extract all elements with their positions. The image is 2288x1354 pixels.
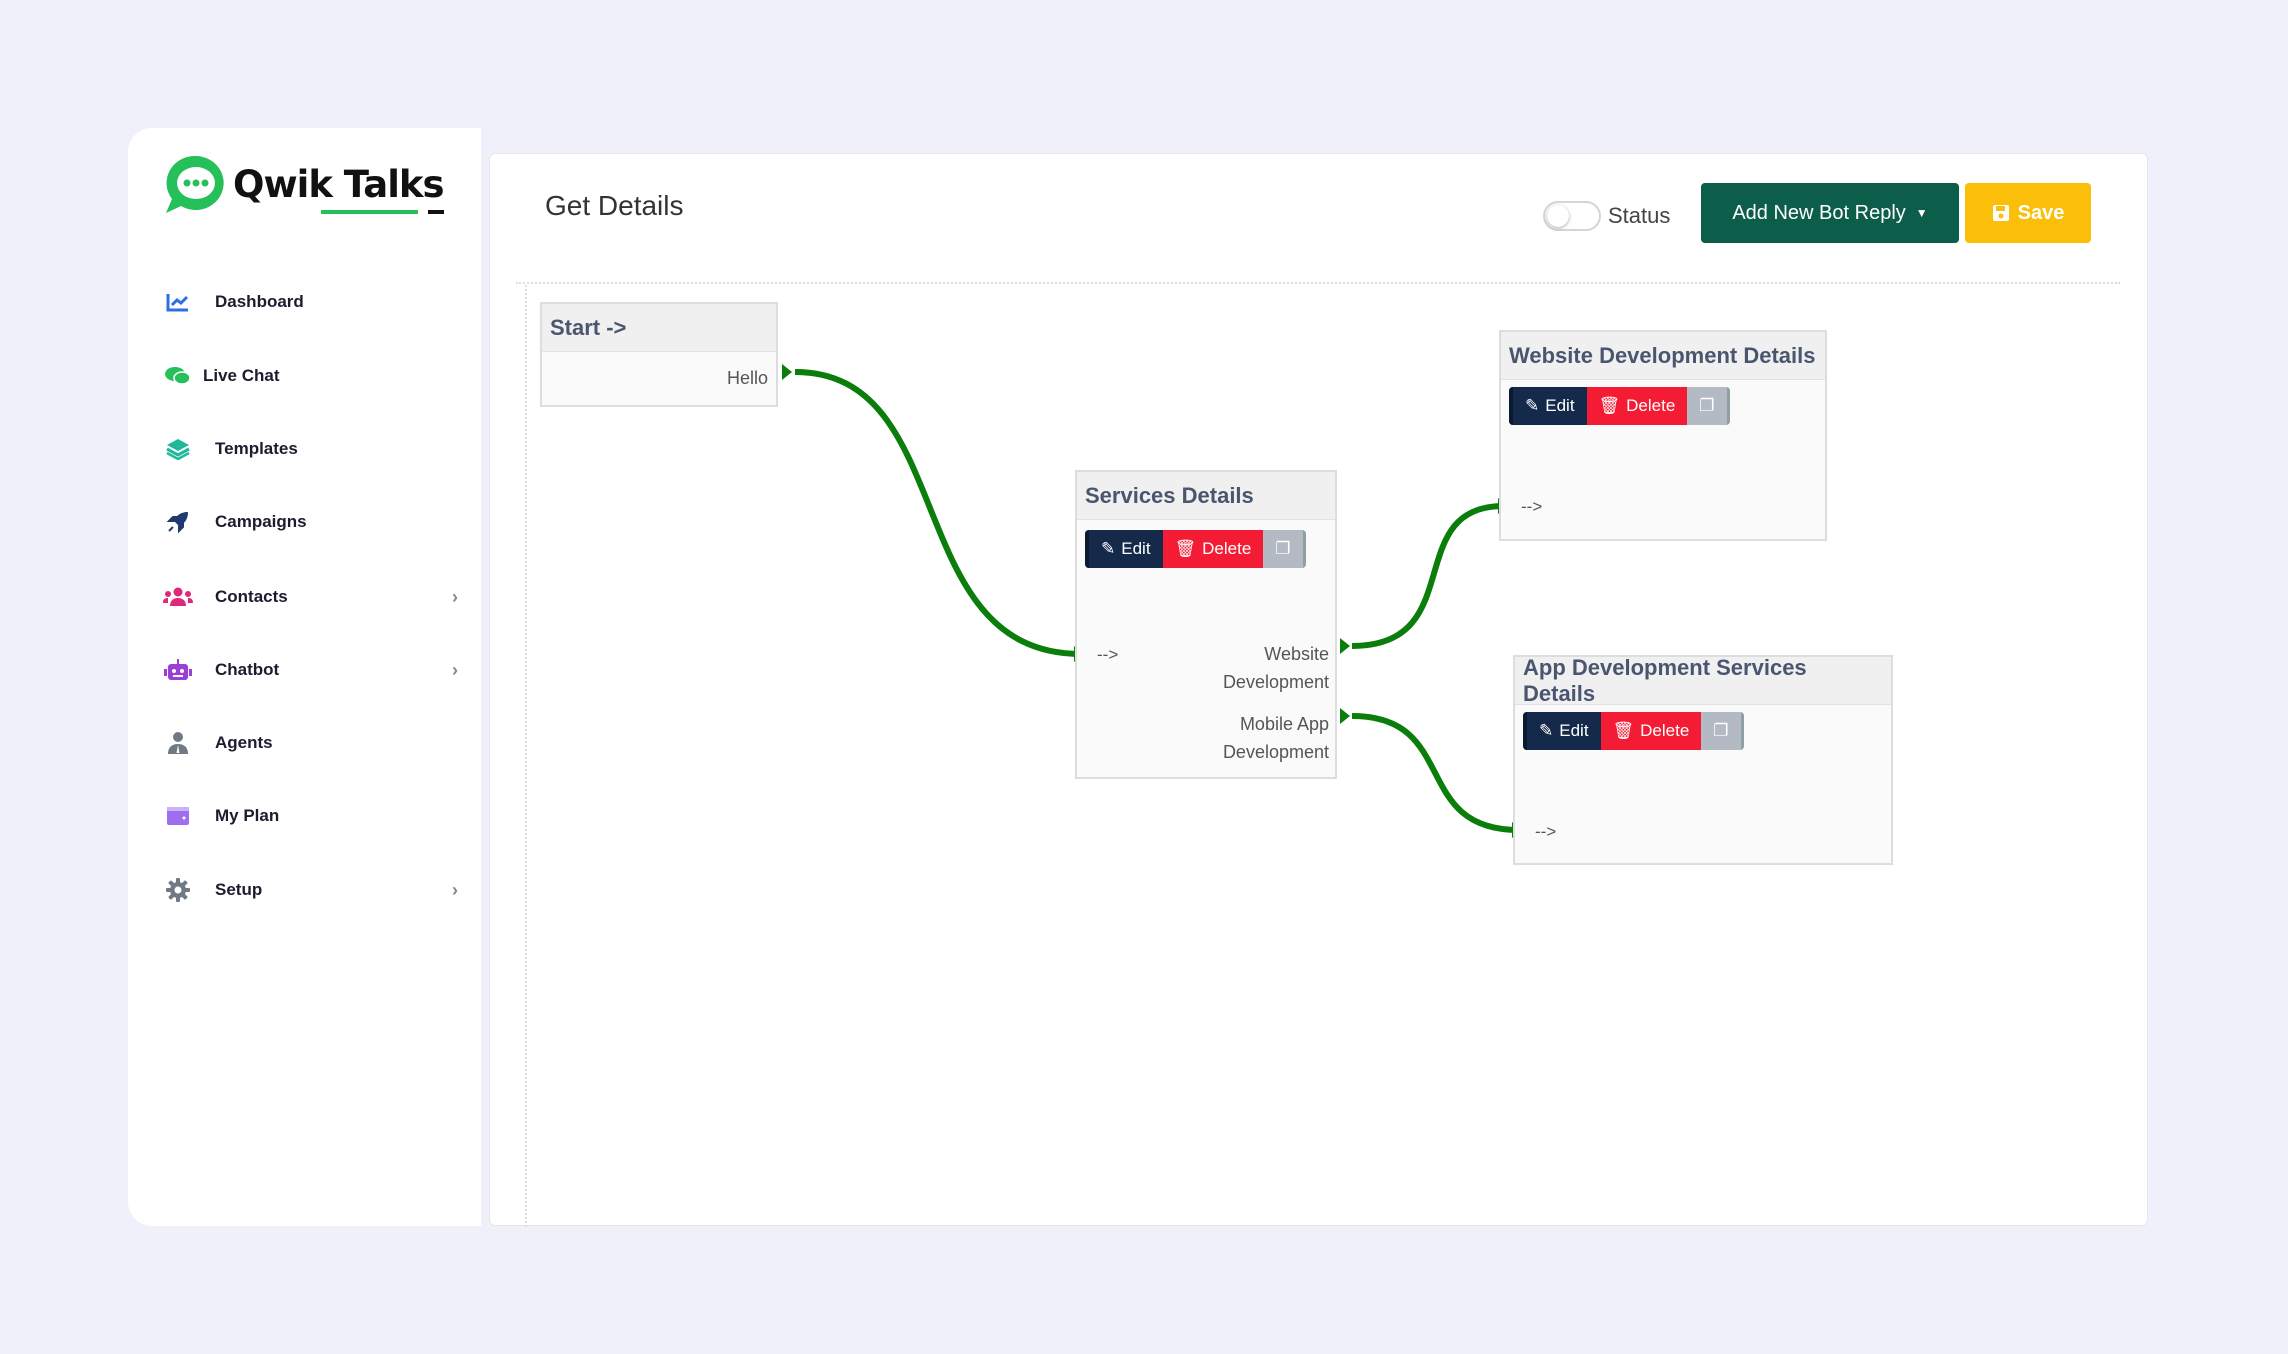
delete-label: Delete <box>1202 539 1252 558</box>
node-toolbar: ✎ Edit 🗑 Delete ❐ <box>1523 712 1744 750</box>
node-input-arrow: --> <box>1097 645 1119 664</box>
divider <box>516 282 2120 284</box>
node-toolbar: ✎ Edit 🗑 Delete ❐ <box>1085 530 1306 568</box>
trash-icon: 🗑 <box>1174 539 1197 558</box>
connector-services-app <box>1351 713 1520 833</box>
edit-icon: ✎ <box>1539 721 1554 740</box>
add-button-label: Add New Bot Reply <box>1732 201 1906 224</box>
edit-icon: ✎ <box>1525 396 1540 415</box>
copy-icon: ❐ <box>1275 539 1291 558</box>
robot-icon <box>163 657 193 683</box>
copy-icon: ❐ <box>1699 396 1715 415</box>
trash-icon: 🗑 <box>1612 721 1635 740</box>
node-title: App Development Services Details <box>1515 655 1891 706</box>
edit-button[interactable]: ✎ Edit <box>1085 530 1163 568</box>
add-new-bot-reply-button[interactable]: Add New Bot Reply ▼ <box>1701 183 1959 243</box>
copy-button[interactable]: ❐ <box>1263 530 1306 568</box>
sidebar-item-label: Contacts <box>215 587 288 606</box>
sidebar-item-chatbot[interactable]: Chatbot › <box>163 650 458 690</box>
users-icon <box>163 584 193 610</box>
node-input-arrow: --> <box>1535 822 1557 841</box>
option-website-development: Website Development <box>1222 644 1329 692</box>
logo[interactable]: Qwik Talks <box>163 153 445 215</box>
sidebar: Qwik Talks Dashboard Live Chat Templates Ca… <box>128 128 481 1226</box>
node-start[interactable]: Start -> Hello <box>540 302 778 407</box>
status-label: Status <box>1608 203 1671 228</box>
layers-icon <box>163 436 193 462</box>
wallet-icon <box>163 803 193 829</box>
edit-icon: ✎ <box>1101 539 1116 558</box>
copy-button[interactable]: ❐ <box>1687 387 1730 425</box>
sidebar-item-label: Setup <box>215 880 263 899</box>
chart-line-icon <box>163 289 193 315</box>
gear-icon <box>163 877 193 903</box>
option-mobile-app-development: Mobile App Development <box>1222 714 1329 762</box>
sidebar-item-label: Dashboard <box>215 292 304 311</box>
save-icon <box>1992 205 2009 221</box>
canvas-border <box>525 285 527 1227</box>
sidebar-item-label: Live Chat <box>203 366 280 385</box>
chevron-right-icon[interactable]: › <box>452 586 458 607</box>
sidebar-item-contacts[interactable]: Contacts › <box>163 577 458 617</box>
delete-label: Delete <box>1626 396 1676 415</box>
delete-button[interactable]: 🗑 Delete <box>1600 712 1702 750</box>
sidebar-item-setup[interactable]: Setup › <box>163 870 458 910</box>
sidebar-item-label: My Plan <box>215 806 280 825</box>
sidebar-item-label: Chatbot <box>215 660 280 679</box>
node-services[interactable]: Services Details ✎ Edit 🗑 Delete ❐ --> Websi… <box>1075 470 1337 779</box>
sidebar-item-my-plan[interactable]: My Plan <box>163 796 458 836</box>
node-toolbar: ✎ Edit 🗑 Delete ❐ <box>1509 387 1730 425</box>
page-title: Get Details <box>545 190 684 221</box>
caret-down-icon: ▼ <box>1915 206 1928 220</box>
edit-button[interactable]: ✎ Edit <box>1523 712 1601 750</box>
connector-services-website <box>1351 503 1505 649</box>
copy-button[interactable]: ❐ <box>1701 712 1744 750</box>
delete-button[interactable]: 🗑 Delete <box>1586 387 1688 425</box>
save-button[interactable]: Save <box>1965 183 2091 243</box>
delete-label: Delete <box>1640 721 1690 740</box>
edit-label: Edit <box>1121 539 1151 558</box>
edit-label: Edit <box>1545 396 1575 415</box>
node-input-arrow: --> <box>1521 497 1543 516</box>
sidebar-item-templates[interactable]: Templates <box>163 429 458 469</box>
edit-button[interactable]: ✎ Edit <box>1509 387 1587 425</box>
sidebar-item-agents[interactable]: Agents <box>163 723 458 763</box>
sidebar-item-label: Templates <box>215 439 298 458</box>
chevron-right-icon[interactable]: › <box>452 659 458 680</box>
node-title: Services Details <box>1077 472 1335 520</box>
node-title: Website Development Details <box>1501 332 1825 380</box>
sidebar-item-label: Campaigns <box>215 512 307 531</box>
sidebar-item-live-chat[interactable]: Live Chat <box>163 356 458 396</box>
node-website-development[interactable]: Website Development Details ✎ Edit 🗑 Delete… <box>1499 330 1827 541</box>
node-title: Start -> <box>542 304 776 352</box>
app-name: Qwik Talks <box>233 162 445 214</box>
sidebar-item-label: Agents <box>215 733 273 752</box>
sidebar-item-campaigns[interactable]: Campaigns <box>163 502 458 542</box>
chevron-right-icon[interactable]: › <box>452 879 458 900</box>
save-label: Save <box>2017 201 2065 224</box>
chat-bubble-logo-icon <box>166 155 224 213</box>
rocket-icon <box>163 509 193 535</box>
delete-button[interactable]: 🗑 Delete <box>1162 530 1264 568</box>
sidebar-item-dashboard[interactable]: Dashboard <box>163 282 458 322</box>
connector-start-services <box>794 369 1082 657</box>
comments-icon <box>163 363 193 389</box>
node-app-development[interactable]: App Development Services Details ✎ Edit 🗑 D… <box>1513 655 1893 865</box>
trash-icon: 🗑 <box>1598 396 1621 415</box>
user-tie-icon <box>163 730 193 756</box>
copy-icon: ❐ <box>1713 721 1729 740</box>
edit-label: Edit <box>1559 721 1589 740</box>
node-option-hello: Hello <box>726 368 768 388</box>
status-toggle[interactable] <box>1543 201 1601 231</box>
